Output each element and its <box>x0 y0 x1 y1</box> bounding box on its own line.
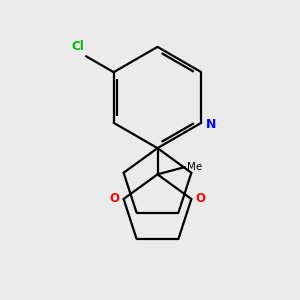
Text: Me: Me <box>187 162 202 172</box>
Text: N: N <box>206 118 217 131</box>
Text: O: O <box>110 193 120 206</box>
Text: O: O <box>195 193 205 206</box>
Text: Cl: Cl <box>71 40 84 53</box>
